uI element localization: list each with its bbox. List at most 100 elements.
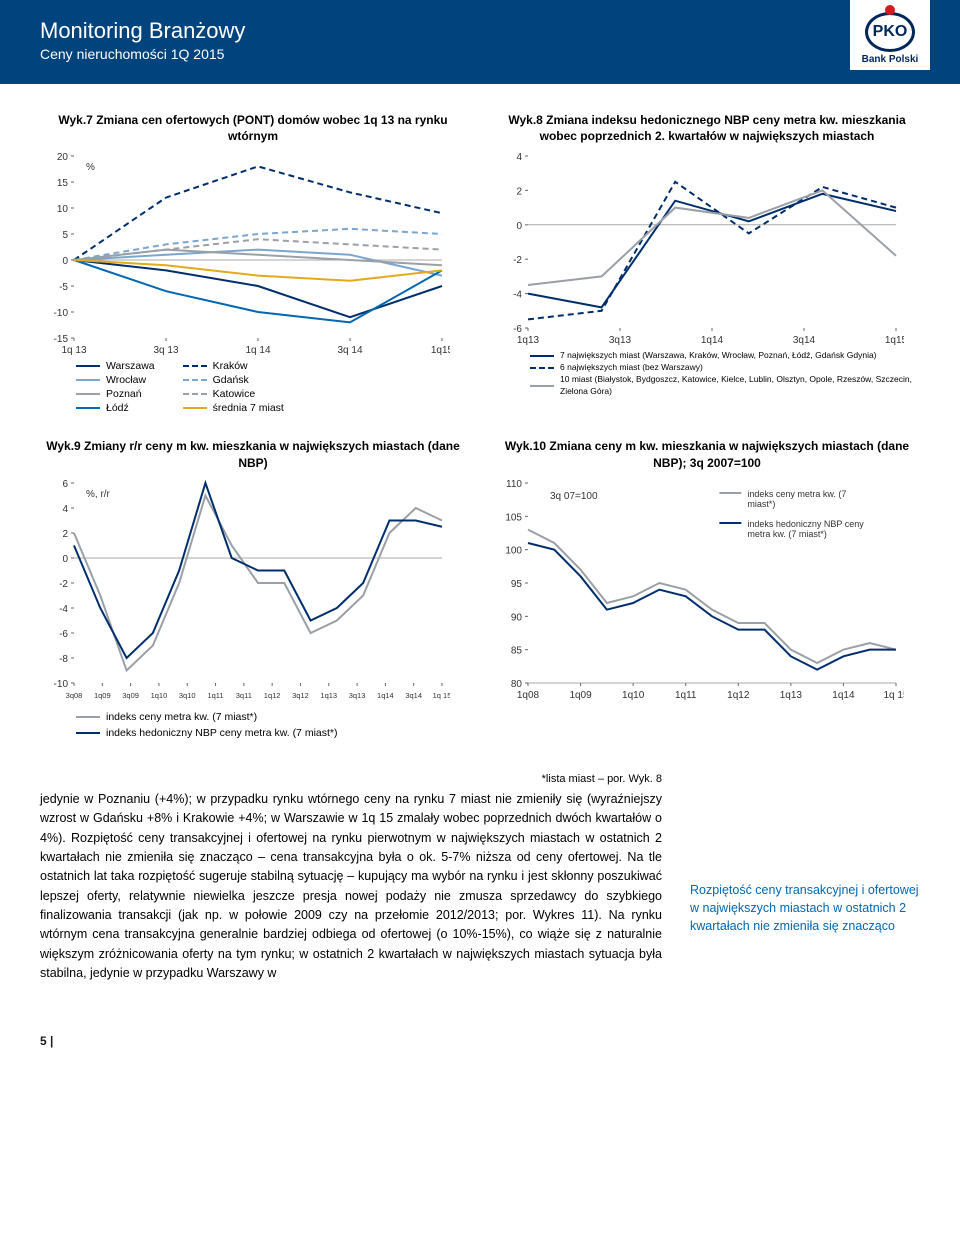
svg-text:-6: -6: [59, 629, 68, 640]
svg-text:1q09: 1q09: [569, 690, 592, 701]
svg-text:105: 105: [505, 512, 522, 523]
svg-text:3q13: 3q13: [349, 691, 366, 700]
svg-text:3q09: 3q09: [122, 691, 139, 700]
chart-wyk10-title: Wyk.10 Zmiana ceny m kw. mieszkania w na…: [494, 438, 920, 470]
page-number: 5 |: [0, 1004, 960, 1068]
svg-text:1q12: 1q12: [264, 691, 281, 700]
bank-logo: PKO Bank Polski: [850, 0, 930, 70]
legend-item: średnia 7 miast: [183, 402, 284, 414]
legend-item: Gdańsk: [183, 374, 284, 386]
logo-subtext: Bank Polski: [862, 54, 919, 65]
legend-item: Katowice: [183, 388, 284, 400]
svg-text:-2: -2: [513, 256, 522, 267]
svg-text:95: 95: [511, 579, 523, 590]
svg-text:1q10: 1q10: [622, 690, 645, 701]
svg-text:1q 13: 1q 13: [61, 345, 86, 356]
svg-text:-8: -8: [59, 654, 68, 665]
svg-text:miast*): miast*): [747, 499, 775, 509]
body-text: *lista miast – por. Wyk. 8 jedynie w Poz…: [40, 771, 662, 984]
svg-text:3q08: 3q08: [66, 691, 83, 700]
chart-wyk7-title: Wyk.7 Zmiana cen ofertowych (PONT) domów…: [40, 112, 466, 144]
header-title: Monitoring Branżowy: [40, 18, 245, 44]
svg-text:100: 100: [505, 545, 522, 556]
legend-item: Łódź: [76, 402, 155, 414]
chart-wyk9-title: Wyk.9 Zmiany r/r ceny m kw. mieszkania w…: [40, 438, 466, 470]
chart-wyk8: Wyk.8 Zmiana indeksu hedonicznego NBP ce…: [494, 112, 920, 414]
side-note: Rozpiętość ceny transakcyjnej i ofertowe…: [690, 771, 920, 984]
svg-text:1q15: 1q15: [885, 335, 904, 346]
legend-item: 7 największych miast (Warszawa, Kraków, …: [530, 350, 920, 361]
svg-text:20: 20: [57, 152, 69, 163]
svg-text:3q 13: 3q 13: [153, 345, 178, 356]
svg-text:-10: -10: [54, 308, 69, 319]
legend-item: Wrocław: [76, 374, 155, 386]
svg-text:%, r/r: %, r/r: [86, 489, 111, 500]
svg-text:3q12: 3q12: [292, 691, 309, 700]
svg-text:1q14: 1q14: [377, 691, 394, 700]
svg-text:4: 4: [62, 504, 68, 515]
chart-wyk10-svg: 808590951001051101q081q091q101q111q121q1…: [494, 477, 904, 707]
svg-text:1q11: 1q11: [675, 690, 697, 701]
svg-text:1q14: 1q14: [701, 335, 724, 346]
svg-text:1q15: 1q15: [431, 345, 450, 356]
svg-text:90: 90: [511, 612, 523, 623]
chart-wyk7-legend: Warszawa Wrocław Poznań Łódź Kraków Gdańsk Ka…: [40, 360, 466, 414]
svg-text:-6: -6: [513, 324, 522, 335]
charts-grid: Wyk.7 Zmiana cen ofertowych (PONT) domów…: [40, 112, 920, 743]
svg-text:-10: -10: [54, 679, 69, 690]
chart-wyk7-svg: -15-10-5051015201q 133q 131q 143q 141q15…: [40, 150, 450, 360]
legend-item: Poznań: [76, 388, 155, 400]
svg-text:1q13: 1q13: [517, 335, 540, 346]
chart-wyk9: Wyk.9 Zmiany r/r ceny m kw. mieszkania w…: [40, 438, 466, 742]
svg-text:metra kw. (7 miast*): metra kw. (7 miast*): [747, 529, 827, 539]
legend-item: Warszawa: [76, 360, 155, 372]
svg-text:1q 15: 1q 15: [433, 691, 450, 700]
pko-logo-icon: PKO: [865, 12, 915, 52]
svg-text:1q 15: 1q 15: [883, 690, 904, 701]
svg-text:2: 2: [62, 529, 68, 540]
svg-text:10: 10: [57, 204, 69, 215]
svg-text:3q10: 3q10: [179, 691, 196, 700]
legend-item: 6 największych miast (bez Warszawy): [530, 362, 920, 373]
content-area: Wyk.7 Zmiana cen ofertowych (PONT) domów…: [0, 84, 960, 1004]
svg-text:indeks ceny metra kw. (7: indeks ceny metra kw. (7: [747, 489, 846, 499]
chart-wyk8-title: Wyk.8 Zmiana indeksu hedonicznego NBP ce…: [494, 112, 920, 144]
header-left: Monitoring Branżowy Ceny nieruchomości 1…: [40, 18, 245, 62]
svg-text:1q09: 1q09: [94, 691, 111, 700]
svg-text:1q 14: 1q 14: [245, 345, 270, 356]
svg-text:3q14: 3q14: [405, 691, 422, 700]
legend-item: Kraków: [183, 360, 284, 372]
svg-text:-4: -4: [59, 604, 68, 615]
svg-text:indeks hedoniczny NBP ceny: indeks hedoniczny NBP ceny: [747, 519, 864, 529]
svg-text:1q10: 1q10: [151, 691, 168, 700]
legend-item: indeks ceny metra kw. (7 miast*): [76, 711, 466, 723]
svg-text:3q13: 3q13: [609, 335, 632, 346]
svg-text:0: 0: [62, 554, 68, 565]
svg-text:1q13: 1q13: [320, 691, 337, 700]
header-subtitle: Ceny nieruchomości 1Q 2015: [40, 46, 245, 62]
svg-text:3q 14: 3q 14: [337, 345, 362, 356]
svg-text:-15: -15: [54, 334, 69, 345]
svg-text:85: 85: [511, 645, 523, 656]
svg-text:1q11: 1q11: [207, 691, 223, 700]
svg-text:110: 110: [506, 479, 522, 490]
svg-text:1q14: 1q14: [832, 690, 855, 701]
svg-text:4: 4: [516, 152, 522, 163]
chart-wyk8-legend: 7 największych miast (Warszawa, Kraków, …: [494, 350, 920, 396]
svg-text:1q13: 1q13: [780, 690, 803, 701]
svg-text:3q14: 3q14: [793, 335, 816, 346]
legend-item: 10 miast (Białystok, Bydgoszcz, Katowice…: [530, 374, 920, 396]
svg-text:5: 5: [62, 230, 68, 241]
svg-text:1q08: 1q08: [517, 690, 540, 701]
body-paragraph: jedynie w Poznaniu (+4%); w przypadku ry…: [40, 790, 662, 984]
svg-text:3q11: 3q11: [236, 691, 252, 700]
chart-wyk9-legend: indeks ceny metra kw. (7 miast*)indeks h…: [40, 711, 466, 739]
svg-text:6: 6: [62, 479, 68, 490]
page-header: Monitoring Branżowy Ceny nieruchomości 1…: [0, 0, 960, 84]
chart-wyk9-svg: -10-8-6-4-202463q081q093q091q103q101q113…: [40, 477, 450, 707]
svg-text:0: 0: [62, 256, 68, 267]
body-section: *lista miast – por. Wyk. 8 jedynie w Poz…: [40, 771, 920, 984]
chart-wyk7: Wyk.7 Zmiana cen ofertowych (PONT) domów…: [40, 112, 466, 414]
chart-wyk8-svg: -6-4-20241q133q131q143q141q15: [494, 150, 904, 350]
svg-text:-4: -4: [513, 290, 522, 301]
